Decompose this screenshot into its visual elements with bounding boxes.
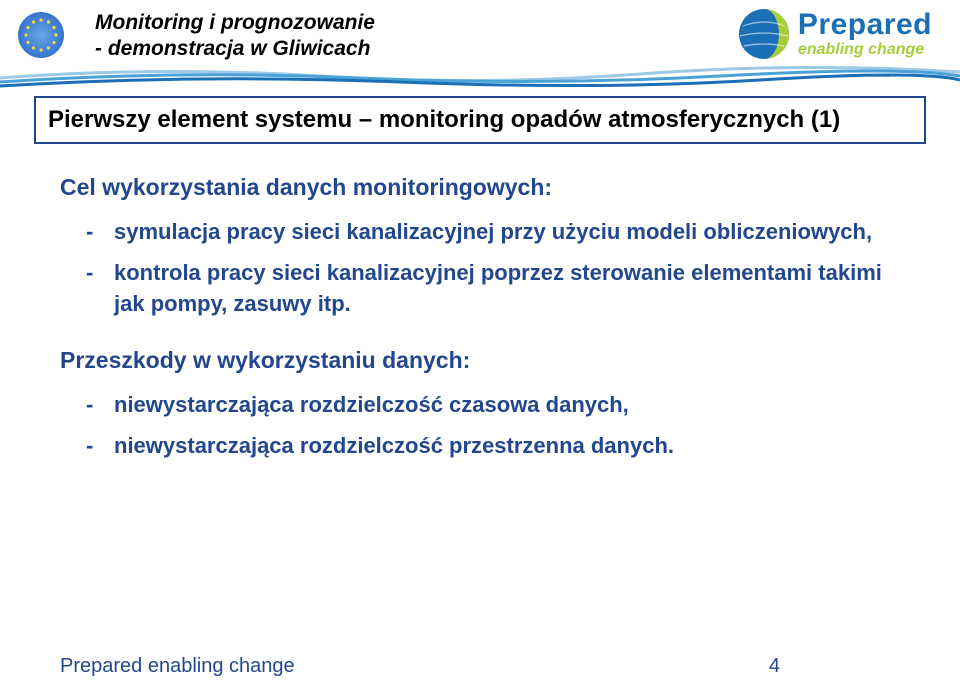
section-title-box: Pierwszy element systemu – monitoring op… [34, 96, 926, 144]
list-item: niewystarczająca rozdzielczość przestrze… [86, 431, 900, 462]
list-item: niewystarczająca rozdzielczość czasowa d… [86, 390, 900, 421]
list-item: kontrola pracy sieci kanalizacyjnej popr… [86, 258, 900, 320]
logo-text: Prepared enabling change [798, 10, 932, 58]
header-title-line2: - demonstracja w Gliwicach [95, 36, 375, 62]
header: Monitoring i prognozowanie - demonstracj… [0, 0, 960, 70]
group2-list: niewystarczająca rozdzielczość czasowa d… [86, 390, 900, 462]
brand-name: Prepared [798, 10, 932, 40]
list-item: symulacja pracy sieci kanalizacyjnej prz… [86, 217, 900, 248]
brand-tagline: enabling change [798, 42, 932, 58]
group2-title: Przeszkody w wykorzystaniu danych: [60, 347, 900, 374]
page-number: 4 [769, 655, 780, 678]
slide: Monitoring i prognozowanie - demonstracj… [0, 0, 960, 698]
globe-icon [738, 8, 790, 60]
prepared-logo: Prepared enabling change [738, 8, 932, 60]
header-title: Monitoring i prognozowanie - demonstracj… [95, 10, 375, 63]
content: Cel wykorzystania danych monitoringowych… [0, 144, 960, 462]
section-title: Pierwszy element systemu – monitoring op… [48, 106, 912, 134]
eu-flag-icon [18, 12, 64, 58]
footer-text: Prepared enabling change [60, 655, 295, 678]
header-title-line1: Monitoring i prognozowanie [95, 10, 375, 36]
group1-title: Cel wykorzystania danych monitoringowych… [60, 174, 900, 201]
group1-list: symulacja pracy sieci kanalizacyjnej prz… [86, 217, 900, 319]
